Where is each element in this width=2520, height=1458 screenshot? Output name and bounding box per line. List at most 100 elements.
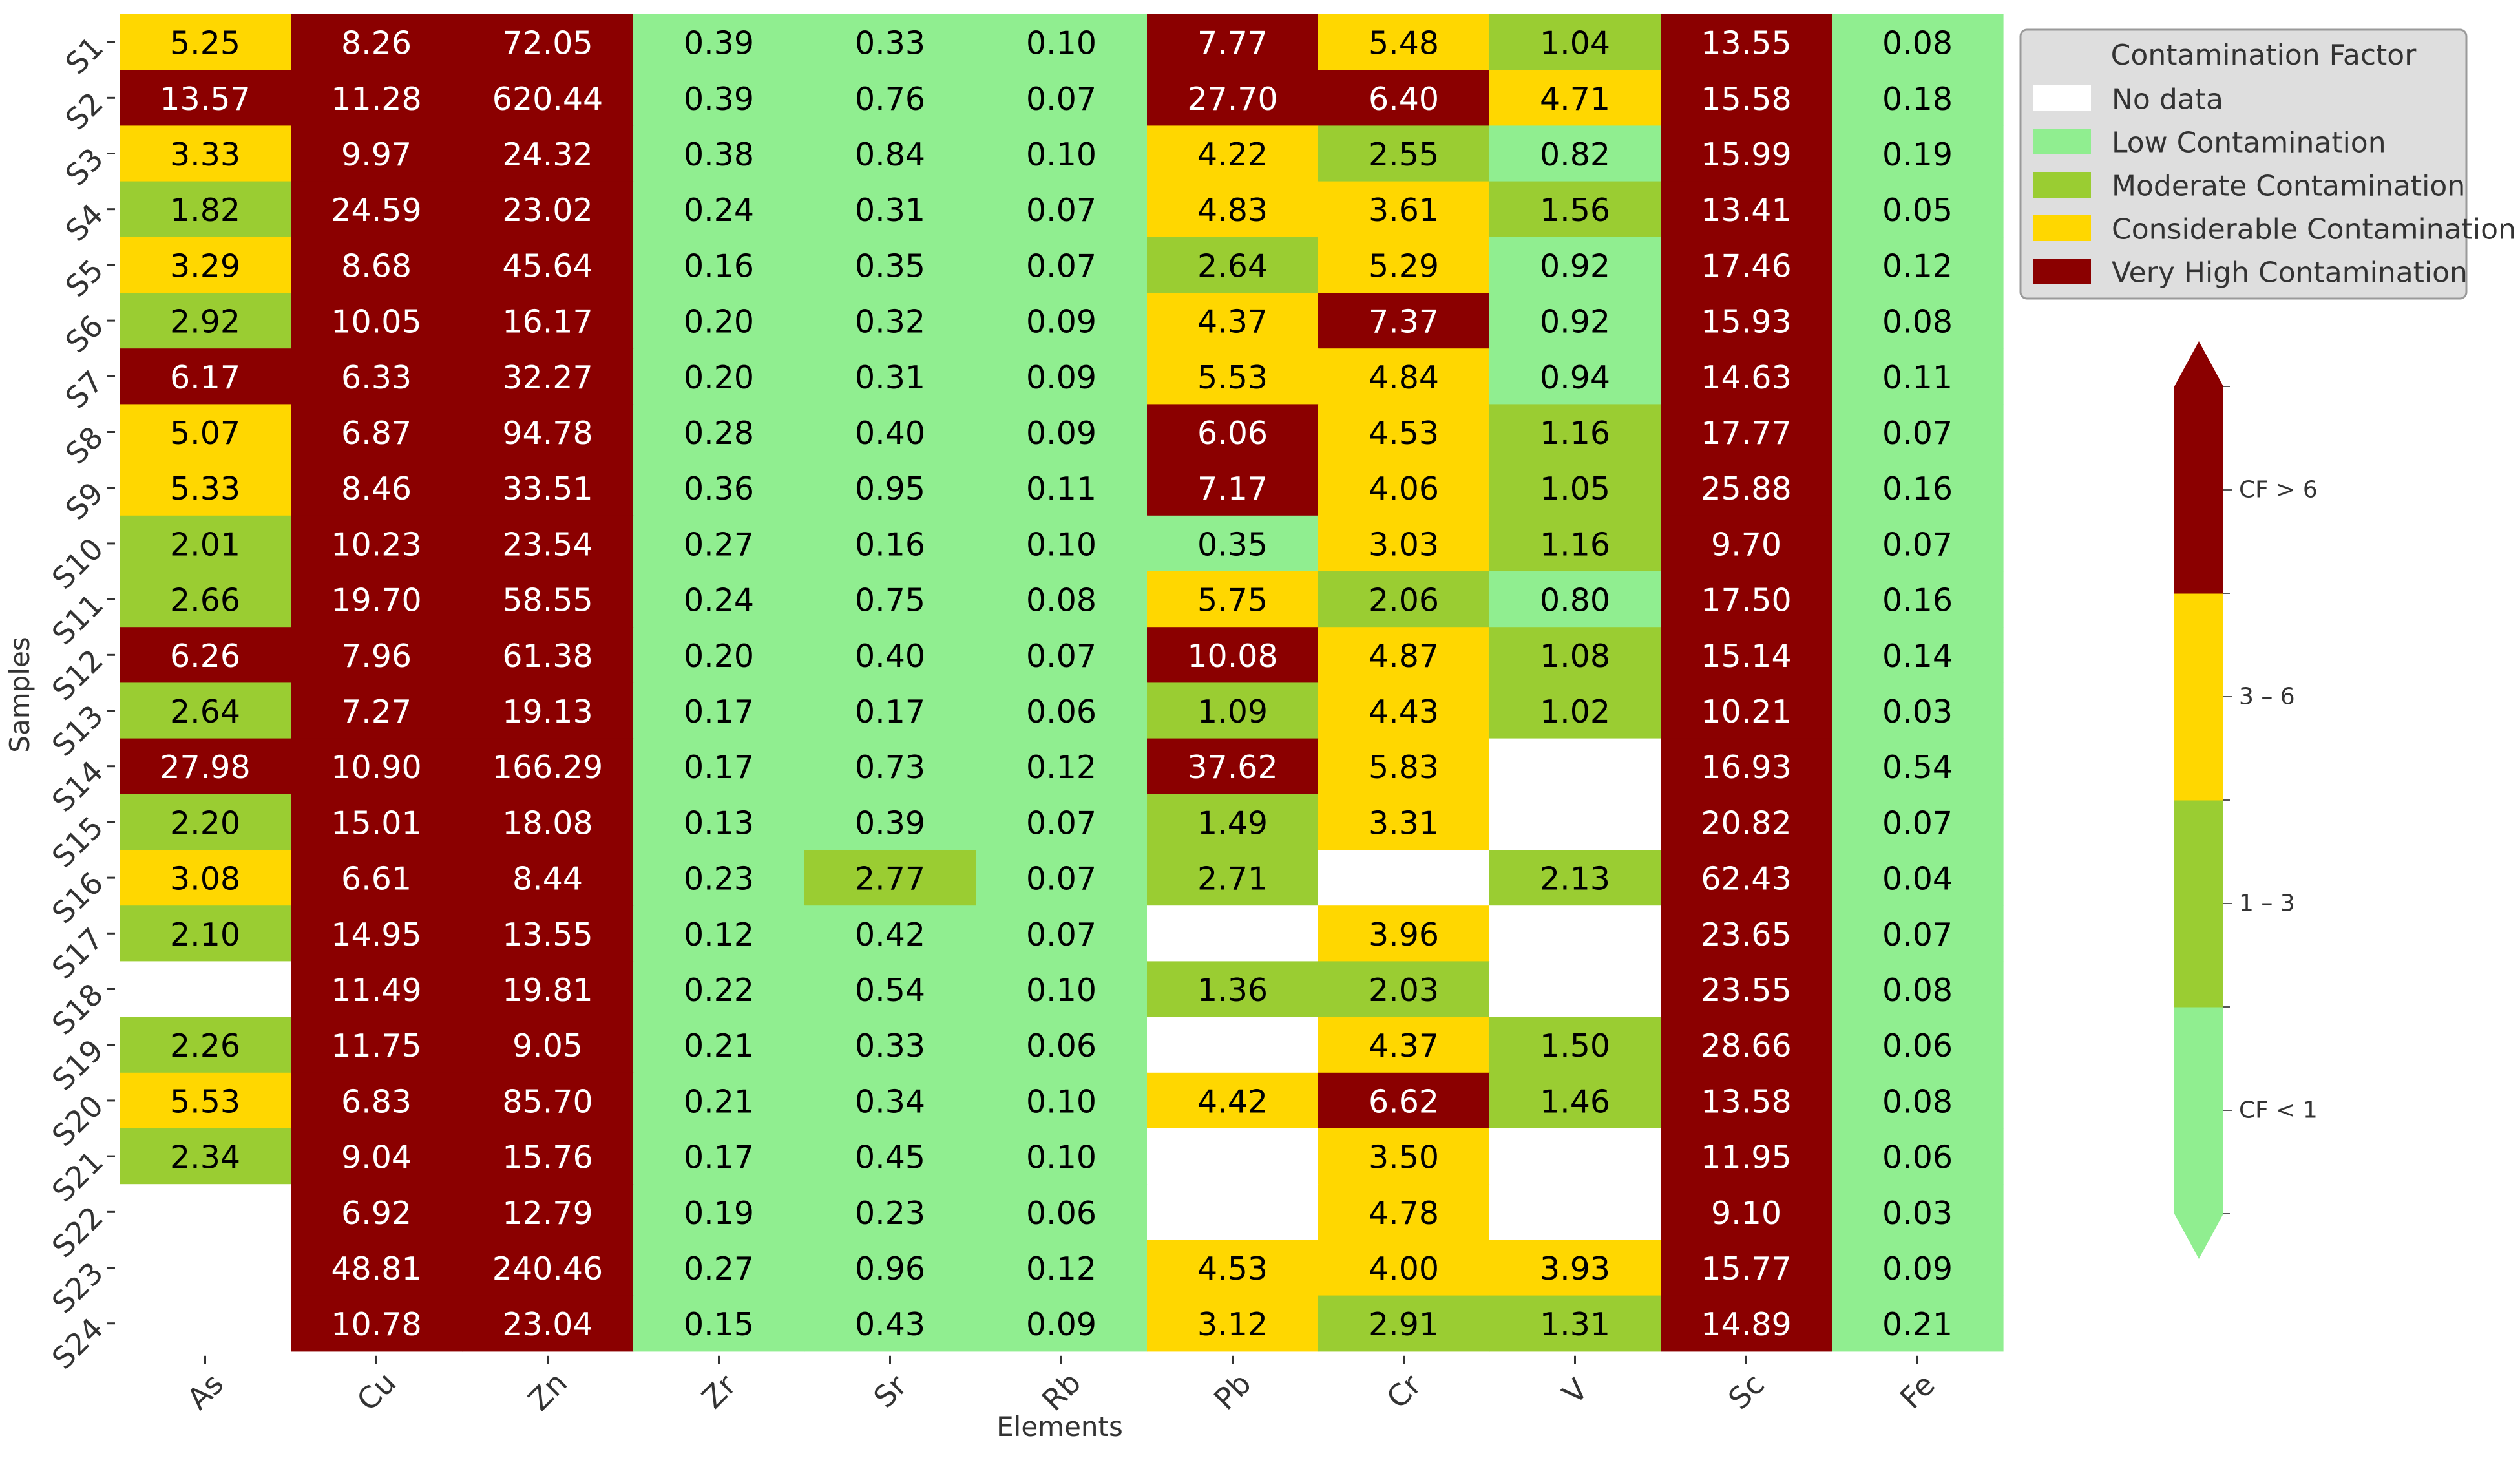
cell-value-label: 0.16	[684, 248, 754, 284]
cell-value-label: 11.75	[331, 1028, 421, 1064]
heatmap-cell	[120, 738, 291, 795]
heatmap-cell	[1489, 961, 1661, 1018]
heatmap-cell	[1661, 850, 1832, 906]
heatmap-cell	[1832, 961, 2004, 1018]
heatmap-cell	[1318, 1184, 1490, 1240]
cell-value-label: 15.99	[1701, 136, 1791, 173]
cell-value-label: 13.58	[1701, 1083, 1791, 1120]
cell-value-label: 13.55	[502, 916, 593, 953]
y-tick-label: S2	[59, 85, 110, 137]
legend-entries: No data Low Contamination Moderate Contami…	[2033, 83, 2516, 290]
cell-value-label: 0.31	[855, 192, 925, 229]
heatmap-cell	[120, 627, 291, 683]
heatmap-cell	[1147, 1240, 1319, 1296]
colorbar-band	[2174, 1007, 2223, 1214]
cell-value-label: 0.17	[684, 693, 754, 730]
y-tick-label: S14	[45, 754, 110, 819]
cell-value-label: 4.53	[1197, 1251, 1268, 1287]
heatmap-cell	[633, 460, 805, 516]
heatmap-cell	[120, 1128, 291, 1185]
x-tick-label: Zn	[521, 1365, 574, 1417]
colorbar-band	[2174, 386, 2223, 594]
cell-value-label: 16.93	[1701, 749, 1791, 786]
y-tick-label: S12	[45, 642, 110, 707]
cell-value-label: 0.23	[684, 861, 754, 898]
heatmap-cell	[291, 181, 463, 238]
cell-value-label: 6.92	[341, 1195, 412, 1232]
y-tick-label: S20	[45, 1088, 110, 1153]
cell-value-label: 0.10	[1026, 526, 1097, 563]
cell-value-label: 0.08	[1026, 582, 1097, 619]
heatmap-cells: 5.25 8.26 72.05 0.39 0.33 0.10 7.77 5.48 1.04 13.…	[120, 14, 2004, 1352]
cell-value-label: 0.54	[855, 972, 925, 1009]
cell-value-label: 0.39	[855, 805, 925, 841]
x-axis-ticks: As Cu Zn Zr Sr Rb Pb Cr V Sc Fe	[180, 1355, 1942, 1418]
cell-value-label: 0.12	[1026, 749, 1097, 786]
heatmap-cell	[462, 794, 634, 850]
x-tick-label: V	[1555, 1371, 1595, 1411]
cell-value-label: 32.27	[502, 359, 593, 396]
heatmap-cell	[1318, 1295, 1490, 1352]
cell-value-label: 0.20	[684, 304, 754, 341]
heatmap-cell	[1832, 571, 2004, 628]
cell-value-label: 2.64	[170, 693, 240, 730]
heatmap-cell	[976, 1184, 1148, 1240]
heatmap-cell	[291, 1128, 463, 1185]
heatmap-cell	[976, 961, 1148, 1018]
heatmap-cell	[1661, 571, 1832, 628]
cell-value-label: 0.07	[1882, 916, 1953, 953]
heatmap-cell	[976, 125, 1148, 182]
heatmap-cell	[462, 70, 634, 126]
cell-value-label: 0.10	[1026, 1083, 1097, 1120]
heatmap-cell	[1661, 237, 1832, 293]
heatmap-cell	[804, 1072, 976, 1129]
cell-value-label: 0.76	[855, 81, 925, 118]
y-tick-label: S18	[45, 977, 110, 1041]
heatmap-cell	[1147, 70, 1319, 126]
x-tick-label: Fe	[1893, 1367, 1942, 1415]
cell-value-label: 0.10	[1026, 1139, 1097, 1176]
cell-value-label: 19.81	[502, 972, 593, 1009]
cell-value-label: 0.07	[1026, 916, 1097, 953]
heatmap-cell	[804, 70, 976, 126]
cell-value-label: 0.11	[1882, 359, 1953, 396]
cell-value-label: 2.77	[855, 861, 925, 898]
heatmap-cell	[291, 237, 463, 293]
heatmap-cell	[462, 1017, 634, 1073]
x-axis-title: Elements	[996, 1411, 1123, 1442]
cell-value-label: 0.45	[855, 1139, 925, 1176]
colorbar-label: CF > 6	[2239, 477, 2318, 503]
cell-value-label: 24.59	[331, 192, 421, 229]
cell-value-label: 0.43	[855, 1306, 925, 1343]
heatmap-cell	[1318, 348, 1490, 405]
heatmap-cell	[976, 1240, 1148, 1296]
y-tick-label: S24	[45, 1311, 110, 1376]
cell-value-label: 0.18	[1882, 81, 1953, 118]
colorbar-extend-top	[2174, 341, 2223, 386]
cell-value-label: 2.34	[170, 1139, 240, 1176]
cell-value-label: 1.16	[1540, 526, 1610, 563]
heatmap-cell	[976, 738, 1148, 795]
x-tick-label: Cu	[350, 1365, 403, 1418]
cell-value-label: 0.09	[1882, 1251, 1953, 1287]
cell-value-label: 23.04	[502, 1306, 593, 1343]
heatmap-cell	[1489, 70, 1661, 126]
heatmap-cell	[462, 14, 634, 70]
cell-value-label: 5.33	[170, 470, 240, 507]
heatmap-cell	[804, 181, 976, 238]
cell-value-label: 85.70	[502, 1083, 593, 1120]
heatmap-cell	[120, 1184, 291, 1240]
cell-value-label: 1.09	[1197, 693, 1268, 730]
heatmap-cell	[1147, 1128, 1319, 1185]
cell-value-label: 0.09	[1026, 304, 1097, 341]
heatmap-cell	[1318, 237, 1490, 293]
heatmap-cell	[1489, 905, 1661, 962]
heatmap-cell	[291, 738, 463, 795]
cell-value-label: 0.54	[1882, 749, 1953, 786]
cell-value-label: 0.27	[684, 526, 754, 563]
cell-value-label: 0.07	[1882, 526, 1953, 563]
heatmap-cell	[633, 181, 805, 238]
cell-value-label: 4.78	[1369, 1195, 1439, 1232]
heatmap-cell	[1147, 237, 1319, 293]
cell-value-label: 13.41	[1701, 192, 1791, 229]
